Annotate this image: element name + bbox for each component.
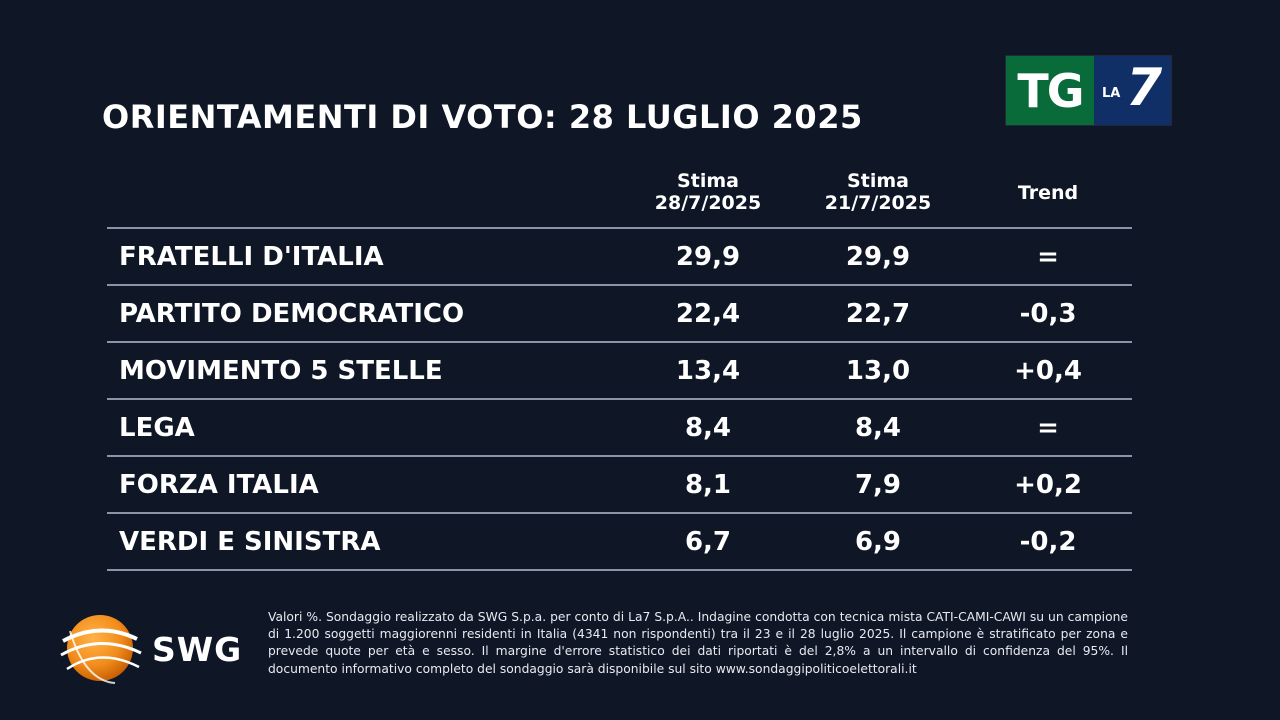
value-previous: 29,9 (845, 241, 911, 272)
value-current: 6,7 (684, 526, 732, 557)
value-previous: 6,9 (854, 526, 902, 557)
row-divider (107, 512, 1132, 514)
poll-table: FRATELLI D'ITALIA 29,9 29,9 = PARTITO DEMOCR… (107, 227, 1132, 571)
column-header-previous-line1: Stima (847, 170, 909, 192)
la7-logo: LA 7 (1094, 56, 1171, 125)
tg-la7-logo: TG LA 7 (1006, 56, 1171, 125)
row-divider (107, 341, 1132, 343)
column-header-previous: Stima 21/7/2025 (808, 170, 948, 214)
party-name: FORZA ITALIA (119, 469, 319, 500)
page-title: ORIENTAMENTI DI VOTO: 28 LUGLIO 2025 (102, 98, 863, 136)
row-divider (107, 284, 1132, 286)
value-previous: 8,4 (854, 412, 902, 443)
value-current: 13,4 (675, 355, 741, 386)
value-current: 8,1 (684, 469, 732, 500)
value-previous: 13,0 (845, 355, 911, 386)
table-row: FORZA ITALIA 8,1 7,9 +0,2 (107, 457, 1132, 512)
value-current: 29,9 (675, 241, 741, 272)
table-row: MOVIMENTO 5 STELLE 13,4 13,0 +0,4 (107, 343, 1132, 398)
column-header-current: Stima 28/7/2025 (638, 170, 778, 214)
value-current: 8,4 (684, 412, 732, 443)
value-trend: +0,4 (1014, 355, 1082, 386)
column-header-trend-label: Trend (1017, 182, 1079, 204)
table-row: FRATELLI D'ITALIA 29,9 29,9 = (107, 229, 1132, 284)
value-trend: -0,2 (1019, 526, 1077, 557)
table-row: PARTITO DEMOCRATICO 22,4 22,7 -0,3 (107, 286, 1132, 341)
methodology-note: Valori %. Sondaggio realizzato da SWG S.… (268, 610, 1128, 676)
party-name: MOVIMENTO 5 STELLE (119, 355, 443, 386)
row-divider (107, 398, 1132, 400)
table-row: VERDI E SINISTRA 6,7 6,9 -0,2 (107, 514, 1132, 569)
party-name: PARTITO DEMOCRATICO (119, 298, 465, 329)
column-header-trend: Trend (988, 182, 1108, 204)
value-current: 22,4 (675, 298, 741, 329)
la7-logo-seven: 7 (1126, 58, 1163, 118)
row-divider (107, 455, 1132, 457)
tg-logo-text: TG (1006, 56, 1094, 125)
table-row: LEGA 8,4 8,4 = (107, 400, 1132, 455)
value-trend: -0,3 (1019, 298, 1077, 329)
value-trend: = (1037, 241, 1059, 272)
column-header-current-line2: 28/7/2025 (654, 192, 762, 214)
swg-globe-icon (60, 615, 142, 684)
value-previous: 22,7 (845, 298, 911, 329)
row-divider (107, 569, 1132, 571)
la7-logo-small: LA (1102, 86, 1121, 101)
swg-logo-text: SWG (152, 630, 243, 669)
column-header-previous-line2: 21/7/2025 (824, 192, 932, 214)
value-trend: = (1037, 412, 1059, 443)
column-header-current-line1: Stima (677, 170, 739, 192)
row-divider (107, 227, 1132, 229)
value-trend: +0,2 (1014, 469, 1082, 500)
party-name: VERDI E SINISTRA (119, 526, 381, 557)
value-previous: 7,9 (854, 469, 902, 500)
party-name: FRATELLI D'ITALIA (119, 241, 384, 272)
party-name: LEGA (119, 412, 195, 443)
